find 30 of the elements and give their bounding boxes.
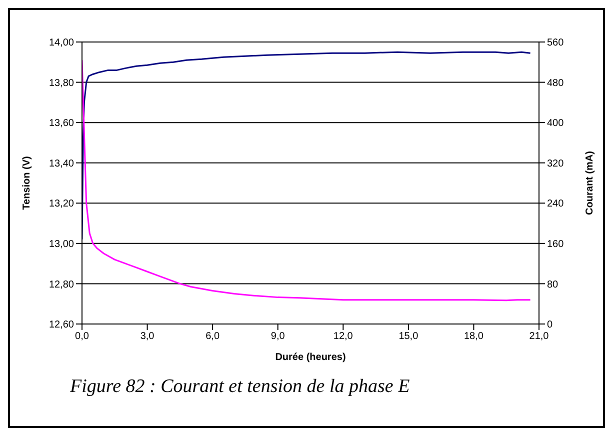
- x-tick-label: 9,0: [270, 331, 286, 342]
- x-axis-title: Durée (heures): [275, 352, 346, 363]
- line-series: [82, 51, 532, 240]
- y2-tick-label: 160: [547, 238, 564, 250]
- y2-tick-label: 320: [547, 158, 564, 170]
- y2-tick-label: 400: [547, 118, 564, 130]
- caption: Figure 82 : Courant et tension de la phase E: [70, 376, 411, 398]
- y-tick-label: 14,00: [48, 38, 74, 49]
- y-tick-label: 13,80: [48, 78, 74, 89]
- y2-tick-label: 80: [547, 279, 559, 290]
- x-tick-label: 12,0: [333, 331, 354, 342]
- x-tick-label: 0,0: [75, 331, 90, 342]
- line-series: [82, 59, 532, 302]
- y-tick-label: 13,60: [48, 118, 74, 130]
- y2-axis-title: Courant (mA): [584, 151, 596, 215]
- y-tick-label: 12,60: [48, 320, 74, 331]
- x-tick-label: 18,0: [464, 331, 484, 342]
- y-tick-label: 13,00: [48, 238, 74, 250]
- y2-tick-label: 480: [547, 78, 564, 89]
- y2-tick-label: 560: [547, 38, 564, 49]
- y-tick-label: 13,20: [48, 198, 74, 210]
- y-tick-label: 12,80: [48, 279, 74, 290]
- x-tick-label: 3,0: [140, 331, 155, 342]
- x-tick-label: 6,0: [206, 331, 220, 342]
- y2-tick-label: 240: [547, 198, 564, 210]
- y-axis-title: Tension (V): [22, 156, 33, 210]
- x-tick-label: 15,0: [398, 331, 419, 342]
- y2-tick-label: 0: [547, 320, 553, 331]
- x-tick-label: 21,0: [529, 331, 550, 342]
- y-tick-label: 13,40: [48, 158, 74, 170]
